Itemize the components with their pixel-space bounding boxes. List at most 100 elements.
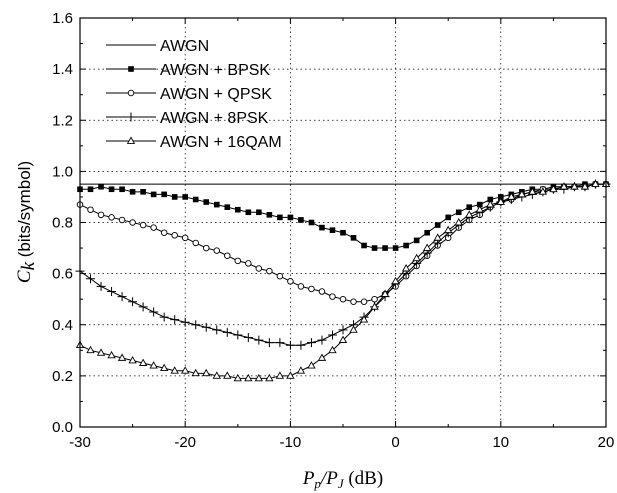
data-point	[181, 366, 190, 374]
data-point	[318, 288, 326, 295]
data-point	[475, 205, 484, 213]
data-point	[138, 302, 148, 312]
x-tick-label: -10	[280, 434, 302, 451]
data-point	[213, 247, 221, 254]
data-point	[454, 217, 463, 226]
data-point	[327, 330, 337, 340]
data-point	[129, 189, 136, 195]
data-point	[150, 224, 157, 231]
data-point	[243, 333, 253, 343]
data-point	[192, 239, 199, 247]
data-point	[222, 327, 232, 337]
data-point	[413, 237, 420, 244]
data-point	[171, 232, 178, 239]
axis-ticks: 0.0 0.2 0.4 0.6 0.8 1.0 1.2 1.4 1.6 -30 -20 -10 0 10 2…	[52, 10, 614, 451]
y-tick-label: 1.4	[52, 61, 73, 78]
series-1	[77, 181, 609, 251]
data-point	[496, 197, 505, 205]
y-tick-label: 1.2	[52, 112, 73, 129]
data-point	[338, 325, 348, 335]
data-point	[328, 345, 337, 354]
data-point	[201, 322, 211, 332]
data-point	[296, 340, 306, 350]
data-point	[466, 204, 473, 210]
legend: AWGN AWGN + BPSK AWGN + QPSK AWGN + 8PSK AWG…	[106, 38, 282, 151]
data-point	[434, 222, 441, 228]
grid-lines	[80, 18, 606, 427]
data-point	[349, 325, 358, 333]
series-4	[75, 179, 611, 382]
data-point	[329, 293, 336, 300]
y-tick-label: 0.6	[52, 266, 73, 283]
data-point	[339, 295, 347, 303]
y-axis-title: Ck (bits/symbol)	[14, 161, 39, 283]
data-point	[307, 361, 316, 369]
series-line	[80, 183, 606, 249]
data-point	[433, 233, 442, 241]
data-point	[382, 245, 388, 251]
data-point	[266, 212, 273, 218]
data-point	[224, 252, 231, 259]
data-point	[117, 353, 127, 361]
data-point	[159, 312, 169, 322]
data-point	[360, 298, 368, 305]
data-point	[150, 191, 157, 198]
data-point	[317, 335, 327, 345]
data-point	[96, 348, 106, 356]
series-line	[79, 183, 606, 379]
data-point	[255, 265, 263, 272]
data-point	[329, 227, 336, 233]
svg-text:Ck (bits/symbol): Ck (bits/symbol)	[14, 161, 39, 283]
data-point	[570, 182, 579, 190]
data-point	[549, 184, 558, 193]
plot-frame	[79, 17, 607, 428]
data-point	[160, 229, 168, 236]
data-point	[149, 307, 159, 317]
data-point	[319, 224, 325, 231]
data-point	[507, 192, 516, 200]
data-point	[580, 182, 590, 190]
data-point	[264, 338, 274, 348]
data-point	[275, 371, 285, 379]
data-point	[286, 371, 295, 379]
data-point	[159, 363, 169, 372]
data-point	[126, 136, 136, 144]
data-point	[213, 201, 220, 208]
data-point	[108, 214, 115, 221]
data-point	[86, 274, 96, 284]
x-tick-label: 0	[391, 434, 399, 451]
data-point	[317, 353, 327, 361]
y-tick-label: 0.8	[52, 215, 73, 232]
data-point	[350, 235, 357, 241]
data-point	[126, 112, 136, 122]
data-point	[119, 186, 125, 193]
data-point	[297, 283, 305, 290]
legend-entry: AWGN	[106, 38, 209, 55]
data-point	[233, 330, 243, 340]
data-point	[380, 289, 390, 297]
data-point	[412, 253, 421, 262]
y-tick-label: 0.0	[52, 419, 73, 436]
x-tick-label: 10	[492, 434, 509, 451]
data-point	[266, 267, 273, 275]
data-point	[296, 366, 306, 374]
data-point	[403, 242, 409, 249]
legend-label: AWGN + BPSK	[160, 62, 270, 79]
data-point	[191, 368, 200, 377]
data-point	[308, 285, 315, 293]
data-point	[476, 201, 483, 208]
data-point	[180, 317, 190, 327]
data-point	[87, 206, 94, 213]
data-point	[138, 358, 148, 366]
x-tick-label: -20	[174, 434, 196, 451]
data-point	[128, 66, 134, 72]
data-point	[108, 186, 115, 193]
data-point	[107, 287, 117, 297]
data-point	[445, 214, 451, 221]
data-point	[161, 191, 167, 198]
data-point	[223, 371, 232, 379]
legend-entry: AWGN + 16QAM	[106, 134, 282, 151]
y-tick-label: 0.4	[52, 317, 73, 334]
y-tick-label: 1.0	[52, 163, 73, 180]
data-point	[181, 234, 189, 242]
